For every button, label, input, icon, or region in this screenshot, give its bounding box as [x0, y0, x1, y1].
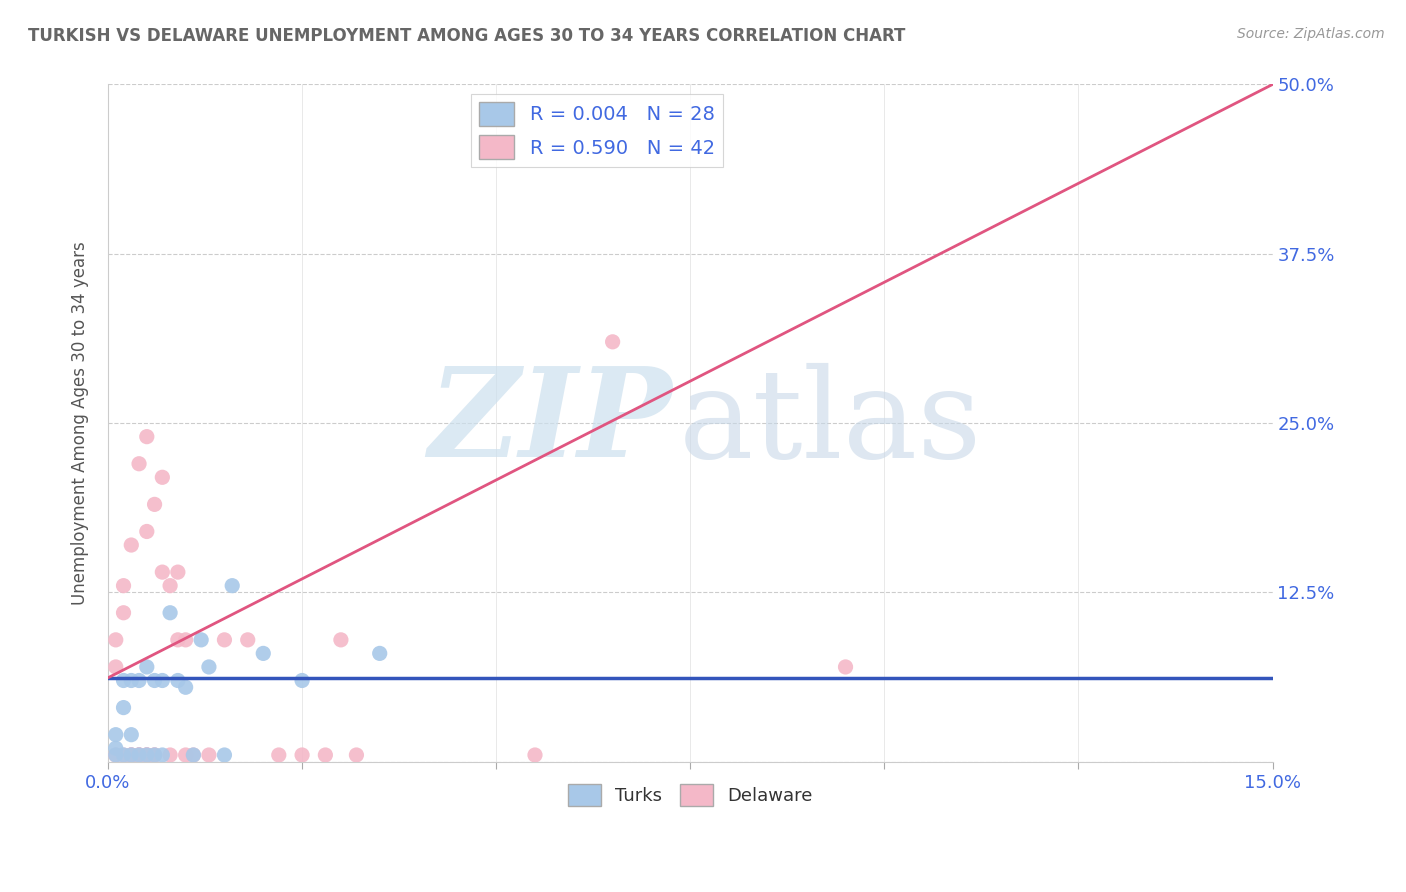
Point [120, 747, 142, 762]
Point [190, 632, 212, 647]
Point [112, 606, 135, 620]
Point [167, 673, 190, 688]
Point [150, 673, 173, 688]
Point [104, 747, 127, 762]
Point [143, 497, 166, 511]
Point [120, 538, 142, 552]
Point [104, 660, 127, 674]
Point [198, 747, 221, 762]
Point [128, 747, 150, 762]
Point [150, 565, 173, 579]
Point [128, 673, 150, 688]
Point [128, 747, 150, 762]
Point [834, 660, 856, 674]
Point [112, 747, 135, 762]
Point [135, 660, 157, 674]
Point [159, 579, 181, 593]
Point [602, 334, 624, 349]
Point [120, 728, 142, 742]
Y-axis label: Unemployment Among Ages 30 to 34 years: Unemployment Among Ages 30 to 34 years [72, 241, 89, 605]
Point [143, 747, 166, 762]
Point [135, 747, 157, 762]
Point [174, 632, 197, 647]
Point [174, 747, 197, 762]
Point [183, 747, 205, 762]
Point [236, 632, 259, 647]
Point [120, 747, 142, 762]
Point [159, 747, 181, 762]
Point [143, 747, 166, 762]
Point [291, 673, 314, 688]
Point [198, 660, 221, 674]
Point [368, 647, 391, 661]
Point [221, 579, 243, 593]
Point [143, 673, 166, 688]
Point [167, 632, 190, 647]
Point [104, 741, 127, 756]
Point [135, 747, 157, 762]
Point [167, 565, 190, 579]
Point [120, 673, 142, 688]
Point [128, 457, 150, 471]
Text: atlas: atlas [678, 362, 981, 483]
Point [104, 632, 127, 647]
Point [112, 747, 135, 762]
Point [252, 647, 274, 661]
Point [214, 632, 236, 647]
Text: Source: ZipAtlas.com: Source: ZipAtlas.com [1237, 27, 1385, 41]
Point [346, 747, 368, 762]
Point [214, 747, 236, 762]
Point [329, 632, 352, 647]
Point [128, 747, 150, 762]
Point [104, 747, 127, 762]
Point [112, 673, 135, 688]
Point [159, 606, 181, 620]
Legend: Turks, Delaware: Turks, Delaware [561, 777, 820, 814]
Point [174, 680, 197, 694]
Point [143, 747, 166, 762]
Point [135, 524, 157, 539]
Point [104, 728, 127, 742]
Text: ZIP: ZIP [429, 362, 672, 483]
Point [135, 747, 157, 762]
Point [150, 747, 173, 762]
Point [120, 747, 142, 762]
Point [112, 579, 135, 593]
Point [291, 747, 314, 762]
Point [120, 747, 142, 762]
Point [112, 700, 135, 714]
Point [524, 747, 547, 762]
Text: TURKISH VS DELAWARE UNEMPLOYMENT AMONG AGES 30 TO 34 YEARS CORRELATION CHART: TURKISH VS DELAWARE UNEMPLOYMENT AMONG A… [28, 27, 905, 45]
Point [135, 430, 157, 444]
Point [267, 747, 290, 762]
Point [314, 747, 336, 762]
Point [150, 470, 173, 484]
Point [183, 747, 205, 762]
Point [128, 747, 150, 762]
Point [135, 747, 157, 762]
